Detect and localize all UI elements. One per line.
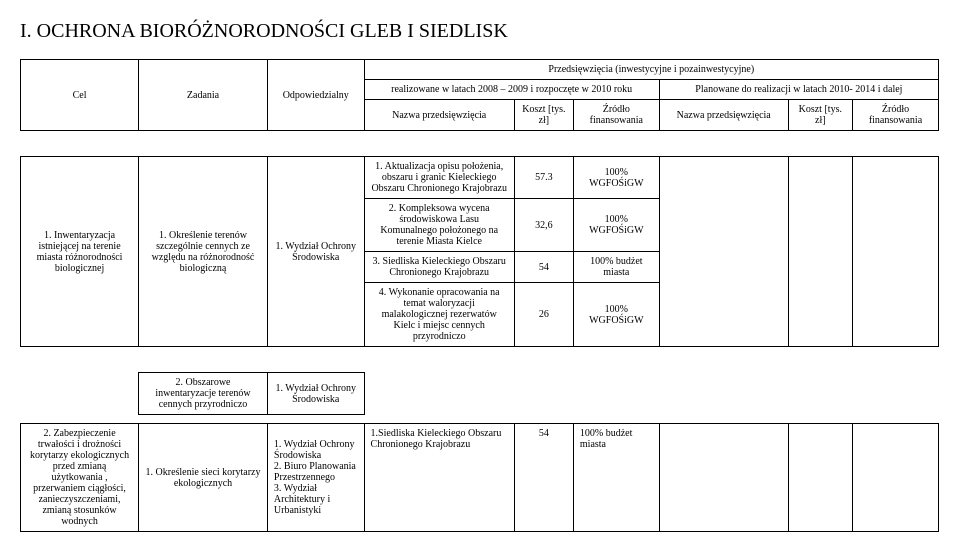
col-zrodlo1: Źródło finansowania [573, 100, 659, 131]
row3-koszt2 [788, 424, 852, 532]
row1-item1-nazwa: 2. Kompleksowa wycena środowiskowa Lasu … [364, 199, 514, 252]
row3-zrodlo: 100% budżet miasta [573, 424, 659, 532]
row1-item3-koszt: 26 [514, 283, 573, 347]
row1-zrodlo2 [853, 157, 939, 347]
row2-nazwa [364, 373, 514, 415]
col-nazwa1: Nazwa przedsięwzięcia [364, 100, 514, 131]
col-zadania: Zadania [139, 60, 268, 131]
col-planowane: Planowane do realizacji w latach 2010- 2… [659, 80, 938, 100]
row2-koszt2 [788, 373, 852, 415]
row1-item3-zrodlo: 100% WGFOŚiGW [573, 283, 659, 347]
row1-cel: 1. Inwentaryzacja istniejącej na terenie… [21, 157, 139, 347]
row1-nazwa2 [659, 157, 788, 347]
col-realizowane: realizowane w latach 2008 – 2009 i rozpo… [364, 80, 659, 100]
row3-nazwa2 [659, 424, 788, 532]
row1-koszt2 [788, 157, 852, 347]
row3-nazwa: 1.Siedliska Kieleckiego Obszaru Chronion… [364, 424, 514, 532]
row1-item0-zrodlo: 100% WGFOŚiGW [573, 157, 659, 199]
col-nazwa2: Nazwa przedsięwzięcia [659, 100, 788, 131]
main-table: Cel Zadania Odpowiedzialny Przedsięwzięc… [20, 59, 939, 532]
row1-item0-nazwa: 1. Aktualizacja opisu położenia, obszaru… [364, 157, 514, 199]
row2-zrodlo [573, 373, 659, 415]
row2-odpowiedzialny: 1. Wydział Ochrony Środowiska [267, 373, 364, 415]
row2-zadania: 2. Obszarowe inwentaryzacje terenów cenn… [139, 373, 268, 415]
row1-item2-nazwa: 3. Siedliska Kieleckiego Obszaru Chronio… [364, 252, 514, 283]
col-koszt2: Koszt [tys. zł] [788, 100, 852, 131]
row3-cel: 2. Zabezpieczenie trwałości i drożności … [21, 424, 139, 532]
row2-nazwa2 [659, 373, 788, 415]
row1-item1-zrodlo: 100% WGFOŚiGW [573, 199, 659, 252]
page-title: I. OCHRONA BIORÓŻNORODNOŚCI GLEB I SIEDL… [20, 20, 939, 43]
row1-item2-zrodlo: 100% budżet miasta [573, 252, 659, 283]
row1-item0-koszt: 57.3 [514, 157, 573, 199]
row1-zadania: 1. Określenie terenów szczególnie cennyc… [139, 157, 268, 347]
row3-zrodlo2 [853, 424, 939, 532]
row3-odpowiedzialny: 1. Wydział Ochrony Środowiska 2. Biuro P… [267, 424, 364, 532]
row1-item3-nazwa: 4. Wykonanie opracowania na temat walory… [364, 283, 514, 347]
row2-cel [21, 373, 139, 415]
row2-zrodlo2 [853, 373, 939, 415]
row2-koszt [514, 373, 573, 415]
row1-item2-koszt: 54 [514, 252, 573, 283]
col-odpowiedzialny: Odpowiedzialny [267, 60, 364, 131]
row1-odpowiedzialny: 1. Wydział Ochrony Środowiska [267, 157, 364, 347]
row3-zadania: 1. Określenie sieci korytarzy ekologiczn… [139, 424, 268, 532]
col-koszt1: Koszt [tys. zł] [514, 100, 573, 131]
col-zrodlo2: Źródło finansowania [853, 100, 939, 131]
col-przedsiewziecia: Przedsięwzięcia (inwestycyjne i pozainwe… [364, 60, 938, 80]
row3-koszt: 54 [514, 424, 573, 532]
row1-item1-koszt: 32,6 [514, 199, 573, 252]
col-cel: Cel [21, 60, 139, 131]
